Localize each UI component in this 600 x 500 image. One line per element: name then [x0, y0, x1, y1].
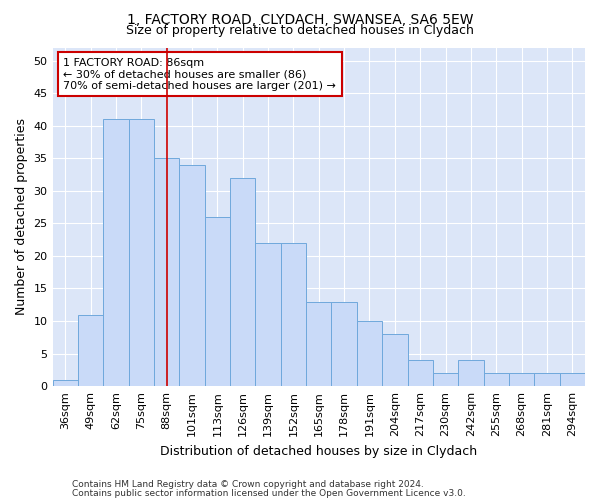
Text: Size of property relative to detached houses in Clydach: Size of property relative to detached ho…: [126, 24, 474, 37]
Bar: [306, 302, 331, 386]
Bar: [281, 243, 306, 386]
Bar: [357, 321, 382, 386]
Bar: [407, 360, 433, 386]
Bar: [179, 164, 205, 386]
Text: Contains public sector information licensed under the Open Government Licence v3: Contains public sector information licen…: [72, 489, 466, 498]
X-axis label: Distribution of detached houses by size in Clydach: Distribution of detached houses by size …: [160, 444, 478, 458]
Bar: [458, 360, 484, 386]
Y-axis label: Number of detached properties: Number of detached properties: [15, 118, 28, 316]
Text: Contains HM Land Registry data © Crown copyright and database right 2024.: Contains HM Land Registry data © Crown c…: [72, 480, 424, 489]
Bar: [230, 178, 256, 386]
Bar: [53, 380, 78, 386]
Text: 1 FACTORY ROAD: 86sqm
← 30% of detached houses are smaller (86)
70% of semi-deta: 1 FACTORY ROAD: 86sqm ← 30% of detached …: [63, 58, 336, 91]
Bar: [78, 314, 103, 386]
Bar: [534, 373, 560, 386]
Bar: [382, 334, 407, 386]
Bar: [331, 302, 357, 386]
Bar: [103, 119, 128, 386]
Bar: [256, 243, 281, 386]
Bar: [484, 373, 509, 386]
Bar: [154, 158, 179, 386]
Bar: [509, 373, 534, 386]
Bar: [205, 217, 230, 386]
Bar: [128, 119, 154, 386]
Text: 1, FACTORY ROAD, CLYDACH, SWANSEA, SA6 5EW: 1, FACTORY ROAD, CLYDACH, SWANSEA, SA6 5…: [127, 12, 473, 26]
Bar: [433, 373, 458, 386]
Bar: [560, 373, 585, 386]
